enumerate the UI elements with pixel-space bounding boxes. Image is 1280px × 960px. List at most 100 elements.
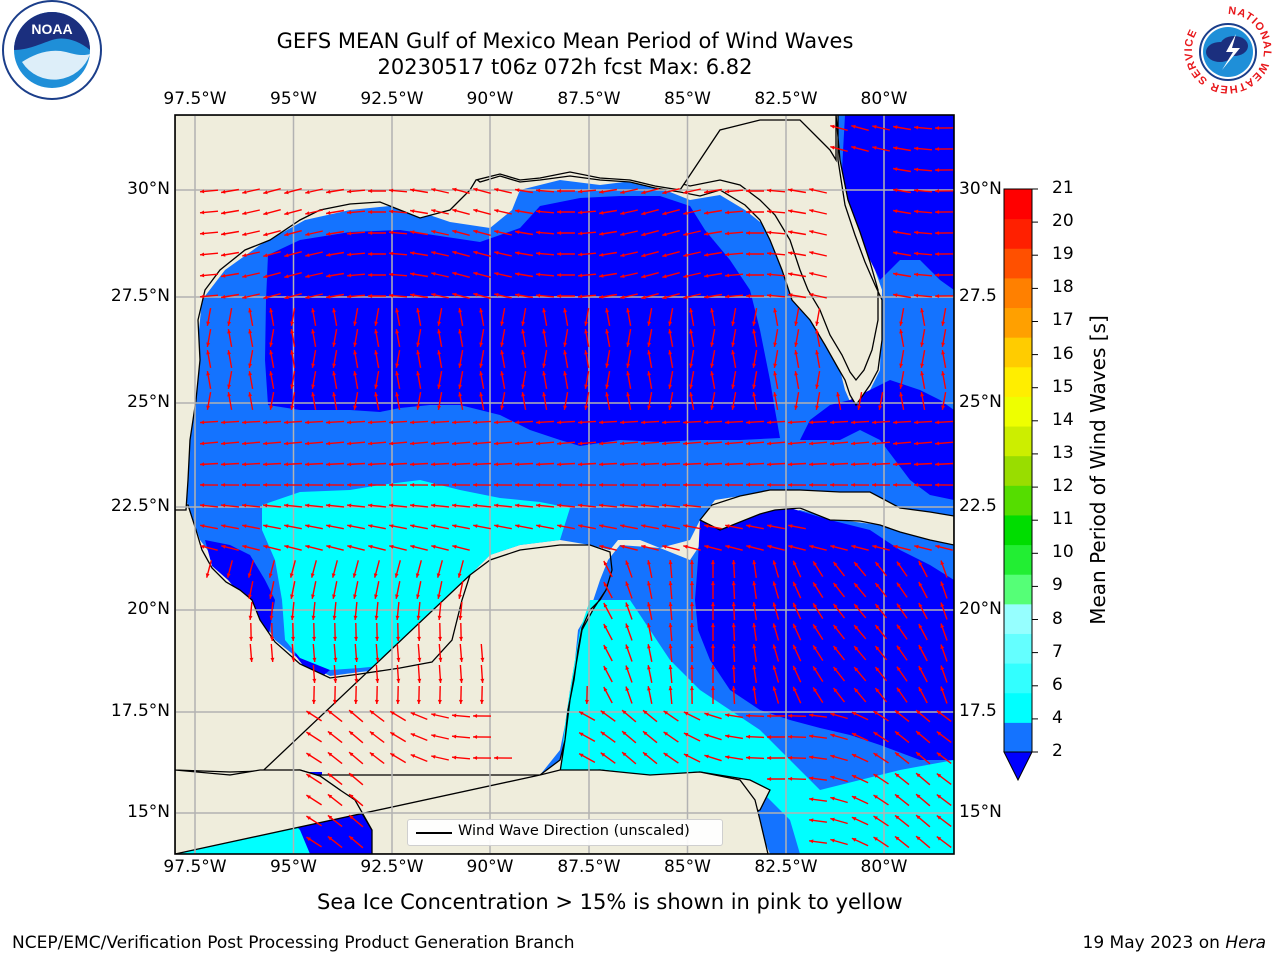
wind-wave-arrowhead <box>410 754 416 758</box>
wind-wave-arrowhead <box>349 815 354 820</box>
wind-wave-arrowhead <box>689 392 694 397</box>
wind-wave-arrowhead <box>809 230 814 234</box>
wind-wave-arrowhead <box>809 544 814 549</box>
wind-wave-arrowhead <box>683 524 688 528</box>
wind-wave-arrowhead <box>494 503 499 508</box>
wind-wave-arrowhead <box>284 232 289 237</box>
bottom-lon-tick-label: 80°W <box>860 857 908 877</box>
wind-wave-arrowhead <box>668 686 673 691</box>
wind-wave-arrowhead <box>663 752 668 757</box>
wind-wave-arrowhead <box>347 294 352 299</box>
wind-wave-arrowhead <box>473 420 478 425</box>
wind-wave-arrowhead <box>584 384 589 389</box>
colorbar-tick-label: 7 <box>1052 641 1063 662</box>
colorbar-tick-label: 4 <box>1052 707 1063 728</box>
wind-wave-arrowhead <box>704 231 709 236</box>
wind-wave-arrowhead <box>458 308 463 313</box>
wind-wave-arrowhead <box>542 308 547 313</box>
wind-wave-arrowhead <box>725 294 730 299</box>
wind-wave-arrowhead <box>494 293 499 297</box>
wind-wave-arrowhead <box>773 363 778 368</box>
wind-wave-arrowhead <box>200 524 205 528</box>
wind-wave-arrowhead <box>710 405 715 410</box>
wind-wave-arrowhead <box>326 294 331 299</box>
wind-wave-arrowhead <box>914 420 919 425</box>
colorbar-tick-label: 2 <box>1052 741 1063 761</box>
wind-wave-arrowhead <box>641 420 646 425</box>
wind-wave-arrowhead <box>895 815 900 820</box>
wind-wave-arrowhead <box>389 524 394 528</box>
wind-wave-arrowhead <box>473 462 478 467</box>
footer-machine: Hera <box>1225 933 1266 953</box>
footer-credit: NCEP/EMC/Verification Post Processing Pr… <box>12 933 575 953</box>
wind-wave-arrowhead <box>641 462 646 467</box>
wind-wave-arrowhead <box>683 441 688 446</box>
wind-wave-arrowhead <box>353 321 358 326</box>
wind-wave-arrowhead <box>396 657 401 662</box>
wind-wave-arrowhead <box>935 483 940 487</box>
wind-wave-arrowhead <box>704 524 709 528</box>
wind-wave-arrowhead <box>416 594 420 599</box>
wind-wave-arrowhead <box>206 350 211 355</box>
wind-wave-arrowhead <box>746 441 751 446</box>
wind-wave-arrowhead <box>772 686 777 691</box>
wind-wave-arrowhead <box>725 420 730 425</box>
wind-wave-arrowhead <box>578 231 583 236</box>
wind-wave-arrowhead <box>710 342 715 347</box>
footer-date: 19 May 2023 on Hera <box>1083 933 1267 953</box>
wind-wave-arrowhead <box>459 657 464 662</box>
colorbar-tick-label: 6 <box>1052 674 1063 695</box>
wind-wave-arrowhead <box>683 503 688 508</box>
wind-wave-arrowhead <box>725 189 730 194</box>
wind-wave-arrowhead <box>809 755 814 760</box>
wind-wave-arrowhead <box>479 699 484 704</box>
footer-date-text: 19 May 2023 on <box>1082 933 1226 953</box>
wind-wave-arrowhead <box>349 731 354 736</box>
wind-wave-arrowhead <box>347 252 352 257</box>
wind-wave-arrowhead <box>578 441 583 446</box>
wind-wave-arrowhead <box>311 392 316 397</box>
wind-wave-arrowhead <box>941 405 946 410</box>
wind-wave-arrowhead <box>536 230 541 235</box>
wind-wave-arrowhead <box>704 462 709 467</box>
wind-wave-arrowhead <box>936 794 942 799</box>
wind-wave-arrowhead <box>625 560 630 565</box>
wind-wave-arrowhead <box>725 231 730 236</box>
wind-wave-arrowhead <box>269 308 274 313</box>
colorbar-segment <box>1004 218 1032 249</box>
wind-wave-arrowhead <box>452 292 457 297</box>
wind-wave-arrowhead <box>704 754 709 759</box>
wind-wave-arrowhead <box>711 665 715 670</box>
left-lat-tick-label: 17.5°N <box>110 701 170 721</box>
wind-wave-arrowhead <box>395 308 400 313</box>
wind-wave-arrowhead <box>752 581 757 586</box>
wind-wave-arrowhead <box>788 441 793 446</box>
wind-wave-arrowhead <box>291 636 295 641</box>
wind-wave-arrowhead <box>494 756 499 760</box>
wind-wave-arrowhead <box>458 615 463 620</box>
wind-wave-arrowhead <box>833 561 838 567</box>
wind-wave-arrowhead <box>242 544 247 549</box>
wind-wave-arrowhead <box>416 405 421 410</box>
wind-wave-arrowhead <box>767 188 772 193</box>
wind-wave-arrowhead <box>390 711 395 716</box>
wind-wave-arrowhead <box>752 686 757 691</box>
wind-wave-arrowhead <box>431 503 436 508</box>
wind-wave-arrowhead <box>227 329 232 334</box>
wind-wave-arrowhead <box>620 274 625 278</box>
wind-wave-arrowhead <box>788 230 793 235</box>
wind-wave-arrowhead <box>221 252 226 257</box>
wind-wave-arrowhead <box>221 294 226 299</box>
wind-wave-arrowhead <box>830 796 835 801</box>
wind-wave-arrowhead <box>830 124 835 129</box>
wind-wave-arrowhead <box>809 420 814 425</box>
wind-wave-arrowhead <box>647 560 651 565</box>
wind-wave-arrowhead <box>851 796 857 800</box>
left-lat-tick-label: 30°N <box>127 179 170 199</box>
wind-wave-arrowhead <box>368 544 373 549</box>
wind-wave-arrowhead <box>647 644 651 649</box>
wind-wave-arrowhead <box>668 329 673 334</box>
wind-wave-arrowhead <box>284 190 289 195</box>
wind-wave-arrowhead <box>704 210 709 215</box>
wind-wave-arrowhead <box>746 544 751 549</box>
